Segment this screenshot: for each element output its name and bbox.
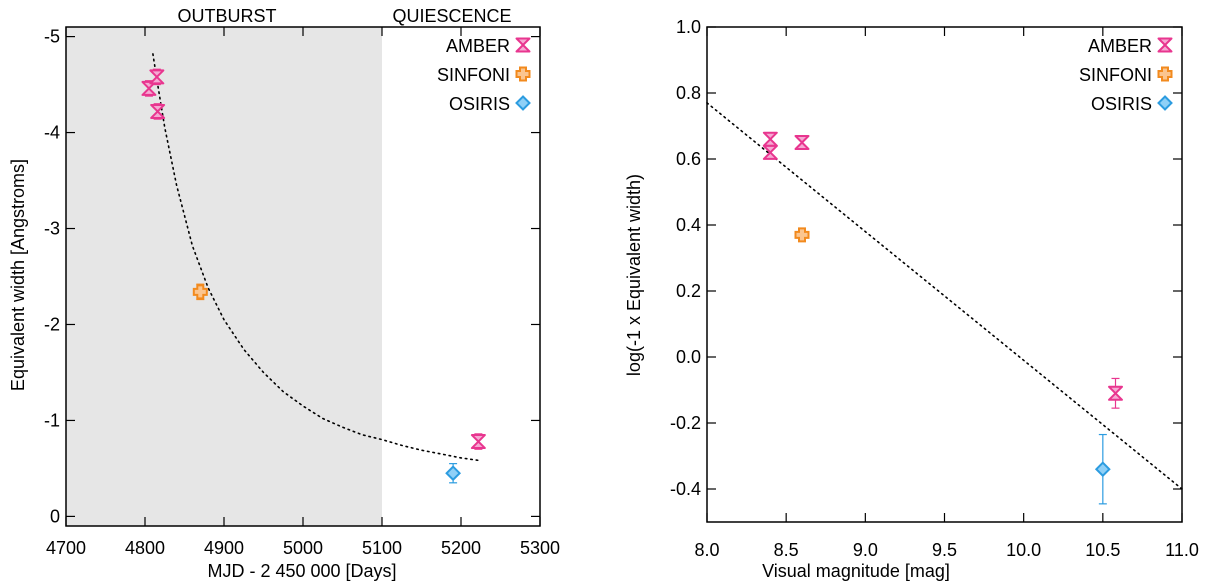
amber-point [1108,385,1123,401]
legend-label-sinfoni: SINFONI [437,65,510,85]
plot-frame [65,26,541,527]
x-tick-label: 5200 [441,538,481,558]
x-tick-label: 5100 [362,538,402,558]
amber-point [149,69,165,85]
amber-point [794,135,810,150]
y-tick-label: -3 [44,219,60,239]
sinfoni-point [192,284,208,300]
x-tick-label: 9.0 [853,540,878,560]
x-tick-label: 4900 [204,538,244,558]
amber-point [762,131,778,147]
outburst-shaded-region [66,27,382,526]
y-tick-label: 0 [50,506,60,526]
legend-marker-osiris [1157,95,1173,111]
legend-marker-sinfoni [515,66,531,82]
right-panel: 8.0 8.5 9.0 9.5 10.0 10.5 11.0 -0.4 -0.2 0.0 0.2 0.… [624,17,1199,581]
legend-label-sinfoni: SINFONI [1079,65,1152,85]
amber-point [762,144,778,160]
y-tick-label: 0.0 [676,347,701,367]
y-tick-label: -1 [44,410,60,430]
y-tick-label: -0.4 [670,479,701,499]
y-axis-label: Equivalent width [Angstroms] [8,159,28,391]
legend-label-osiris: OSIRIS [449,94,510,114]
fit-curve [152,53,482,462]
annotation-quiescence: QUIESCENCE [392,6,511,26]
y-tick-label: -4 [44,123,60,143]
amber-point [150,103,166,119]
y-tick-label: 0.6 [676,149,701,169]
y-tick-label: -0.2 [670,413,701,433]
x-axis-label: MJD - 2 450 000 [Days] [207,561,396,581]
x-tick-label: 9.5 [932,540,957,560]
fit-line-path [152,53,482,462]
legend: AMBER SINFONI OSIRIS [1079,36,1173,114]
x-tick-label: 10.5 [1085,540,1120,560]
x-tick-label: 10.0 [1006,540,1041,560]
y-tick-label: 0.4 [676,215,701,235]
x-tick-label: 8.5 [774,540,799,560]
left-panel: OUTBURST QUIESCENCE 4700 4800 4900 5000 5100… [8,6,560,581]
legend-marker-osiris [515,95,531,111]
legend-label-amber: AMBER [1088,36,1152,56]
axis-ticks: 8.0 8.5 9.0 9.5 10.0 10.5 11.0 -0.4 -0.2 0.0 0.2 0.… [670,17,1199,560]
x-tick-label: 8.0 [694,540,719,560]
amber-point [470,434,486,450]
data-points [141,68,486,484]
x-tick-label: 4800 [125,538,165,558]
osiris-point [445,465,462,482]
plot-frame [706,26,1183,523]
legend: AMBER SINFONI OSIRIS [437,36,531,114]
x-tick-label: 5000 [283,538,323,558]
fit-line-path [706,102,1183,490]
sinfoni-point [794,227,810,243]
y-tick-label: -2 [44,314,60,334]
legend-label-amber: AMBER [446,36,510,56]
x-tick-label: 11.0 [1165,540,1199,560]
osiris-point [1094,461,1111,478]
legend-marker-amber [515,37,531,53]
legend-marker-amber [1157,37,1173,53]
y-tick-label: 0.2 [676,281,701,301]
legend-label-osiris: OSIRIS [1091,94,1152,114]
y-tick-label: -5 [44,27,60,47]
x-tick-label: 5300 [520,538,560,558]
legend-marker-sinfoni [1157,66,1173,82]
annotation-outburst: OUTBURST [178,6,277,26]
x-tick-label: 4700 [46,538,86,558]
fit-line [706,102,1183,490]
y-tick-label: 1.0 [676,17,701,37]
data-points [762,131,1123,505]
x-axis-label: Visual magnitude [mag] [762,561,950,581]
y-axis-label: log(-1 x Equivalent width) [624,174,644,376]
y-tick-label: 0.8 [676,83,701,103]
